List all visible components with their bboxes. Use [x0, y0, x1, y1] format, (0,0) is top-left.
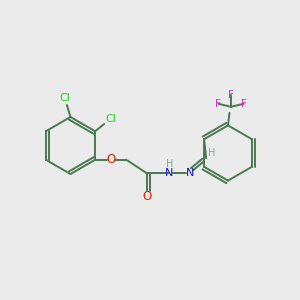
Text: N: N	[185, 168, 194, 178]
Text: Cl: Cl	[105, 114, 116, 124]
Text: N: N	[165, 168, 173, 178]
Text: F: F	[215, 99, 221, 109]
Text: H: H	[208, 148, 215, 158]
Text: O: O	[142, 190, 152, 203]
Text: F: F	[241, 99, 247, 109]
Text: Cl: Cl	[59, 93, 70, 103]
Text: F: F	[228, 90, 234, 100]
Text: H: H	[166, 159, 173, 169]
Text: O: O	[106, 153, 116, 166]
